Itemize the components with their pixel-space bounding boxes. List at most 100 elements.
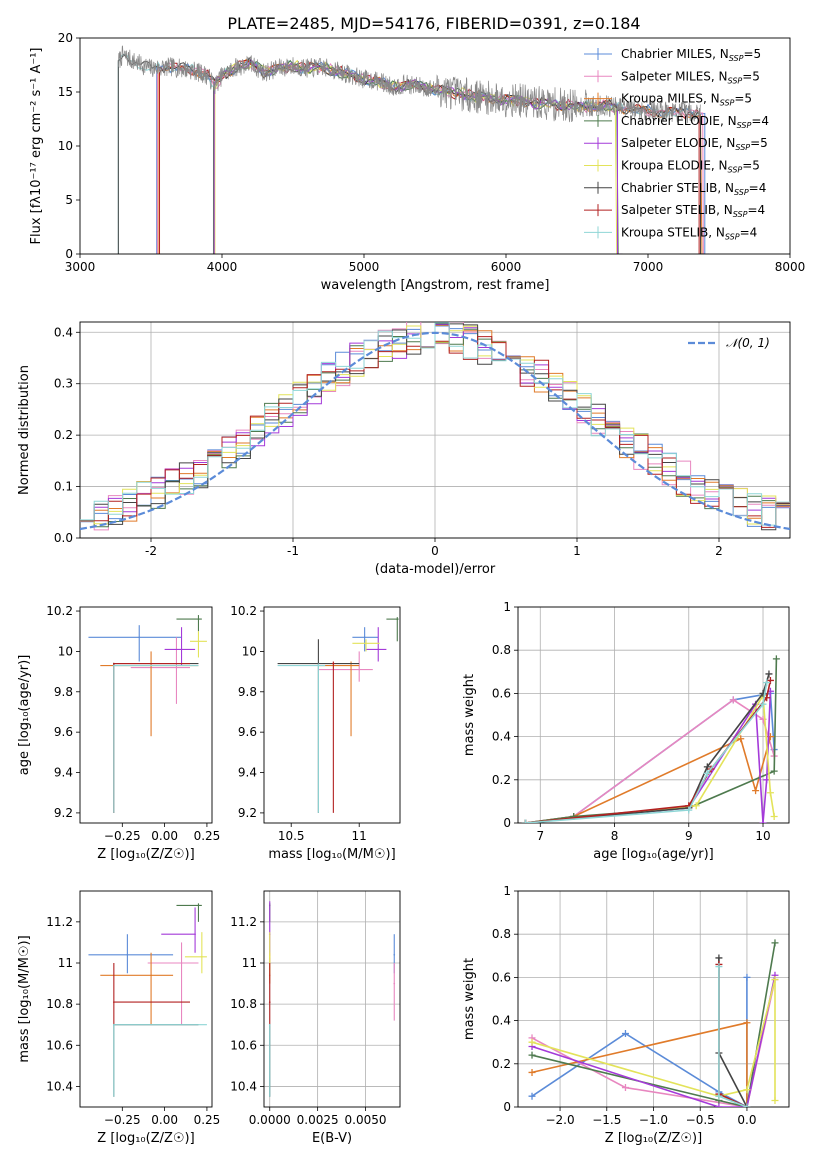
data-point: [396, 618, 399, 620]
data-point: [332, 662, 335, 665]
axes-frame: [79, 37, 791, 255]
data-point: [363, 636, 366, 639]
mass-weight-vs-metallicity-panel: −2.0 −1.5 −1.0 −0.5 0.0 0 0.2 0.4 0.6 0.8 1 Z [log₁…: [462, 884, 790, 1146]
data-point: [268, 956, 271, 958]
data-point: [197, 640, 200, 643]
series-line: [531, 942, 776, 1107]
legend-label-suffix: =5: [742, 159, 760, 173]
y-tick-label: 11.2: [230, 915, 257, 929]
data-point: [113, 1001, 115, 1003]
data-point: [393, 982, 396, 985]
x-tick-label: 1: [573, 544, 581, 558]
x-tick-label: −0.5: [686, 1113, 715, 1127]
y-tick-label: 10.8: [46, 997, 73, 1011]
y-tick-label: 9.2: [238, 806, 257, 820]
axes-frame: [517, 606, 790, 824]
series-marker: [528, 1051, 536, 1059]
mass-vs-ebv-panel: 0.0000 0.0025 0.0050 10.4 10.6 10.8 11 11.2 E(B-…: [230, 890, 401, 1146]
x-axis-label: wavelength [Angstrom, rest frame]: [321, 278, 550, 293]
legend-label-text: Kroupa MILES, N: [621, 92, 720, 106]
series-marker: [621, 1084, 629, 1092]
legend-label-text: Chabrier ELODIE, N: [621, 114, 737, 128]
data-point: [180, 962, 183, 964]
data-point: [126, 953, 129, 956]
y-axis-label: mass weight: [462, 674, 477, 756]
series-marker: [770, 813, 778, 821]
legend-label-subscript: SSP: [729, 54, 744, 63]
y-tick-label: 1: [503, 600, 511, 614]
x-axis-label: E(B-V): [312, 1131, 352, 1146]
plot-area: [88, 615, 207, 813]
axes-frame: [517, 890, 790, 1108]
legend-label-suffix: =4: [747, 203, 765, 217]
series-marker: [770, 767, 778, 775]
series-marker: [771, 1097, 779, 1105]
data-point: [175, 666, 178, 669]
x-axis-label: Z [log₁₀(Z/Z☉)]: [97, 1131, 194, 1146]
x-tick-label: 10: [755, 829, 770, 843]
y-tick-label: 0.6: [492, 686, 511, 700]
y-tick-label: 11: [242, 956, 257, 970]
y-tick-label: 0.2: [492, 773, 511, 787]
x-tick-label: 9: [685, 829, 693, 843]
series-marker: [729, 696, 737, 704]
y-axis-label: Flux [fλ10⁻¹⁷ erg cm⁻² s⁻¹ A⁻¹]: [29, 48, 44, 245]
x-tick-label: 0: [431, 544, 439, 558]
plot-area: [117, 45, 710, 254]
data-point: [317, 664, 320, 667]
x-tick-label: 7000: [633, 260, 664, 274]
x-tick-label: −0.25: [104, 829, 141, 843]
series-marker: [743, 1019, 751, 1027]
legend-label-subscript: SSP: [734, 188, 749, 197]
series-marker: [715, 954, 723, 962]
series-marker: [528, 1068, 536, 1076]
series-marker: [766, 676, 774, 684]
legend-label-suffix: =5: [750, 136, 768, 150]
axes-frame: [79, 606, 213, 824]
series-marker: [763, 679, 771, 687]
legend-label-subscript: SSP: [737, 121, 752, 130]
axes-frame: [79, 321, 791, 539]
legend-label-subscript: SSP: [733, 210, 748, 219]
x-axis-label: mass [log₁₀(M/M☉)]: [268, 847, 395, 862]
legend-label-text: Salpeter MILES, N: [621, 69, 728, 83]
residual-histogram-panel: -2 -1 0 1 2 0.0 0.1 0.2 0.3 0.4 (data-model)/error…: [17, 321, 791, 577]
data-point: [268, 1023, 271, 1026]
y-tick-label: 0.4: [492, 730, 511, 744]
y-tick-label: 9.4: [54, 766, 73, 780]
y-axis-label: mass weight: [462, 958, 477, 1040]
x-tick-label: −1.0: [639, 1113, 668, 1127]
x-tick-label: 0.00: [151, 1113, 178, 1127]
data-point: [350, 664, 352, 667]
y-tick-label: 10.8: [230, 997, 257, 1011]
x-tick-label: −2.0: [545, 1113, 574, 1127]
data-point: [113, 664, 115, 667]
y-tick-label: 0: [65, 247, 73, 261]
plot-area: [521, 655, 780, 823]
legend-label-subscript: SSP: [720, 99, 735, 108]
x-tick-label: 3000: [65, 260, 96, 274]
series-marker: [743, 973, 751, 981]
series-marker: [771, 939, 779, 947]
y-tick-label: 0: [503, 1100, 511, 1114]
y-tick-label: 0.6: [492, 970, 511, 984]
series-marker: [528, 1038, 536, 1046]
plot-area: [88, 903, 207, 1097]
data-point: [393, 953, 396, 956]
age-vs-metallicity-panel: −0.25 0.00 0.25 9.2 9.4 9.6 9.8 10 10.2 Z [log₁₀(…: [17, 604, 220, 862]
y-tick-label: 0.8: [492, 927, 511, 941]
series-marker: [766, 789, 774, 797]
y-tick-label: 20: [58, 31, 73, 45]
x-tick-label: -2: [145, 544, 157, 558]
y-tick-label: 0.3: [54, 377, 73, 391]
series-marker: [715, 963, 723, 971]
legend-label-text: Salpeter ELODIE, N: [621, 136, 735, 150]
x-tick-label: −0.25: [104, 1113, 141, 1127]
data-point: [138, 636, 141, 639]
x-tick-label: 0.00: [151, 829, 178, 843]
legend-label-subscript: SSP: [728, 166, 743, 175]
legend-label-text: Salpeter STELIB, N: [621, 203, 733, 217]
data-point: [113, 662, 115, 665]
x-axis-label: Z [log₁₀(Z/Z☉)]: [605, 1131, 702, 1146]
